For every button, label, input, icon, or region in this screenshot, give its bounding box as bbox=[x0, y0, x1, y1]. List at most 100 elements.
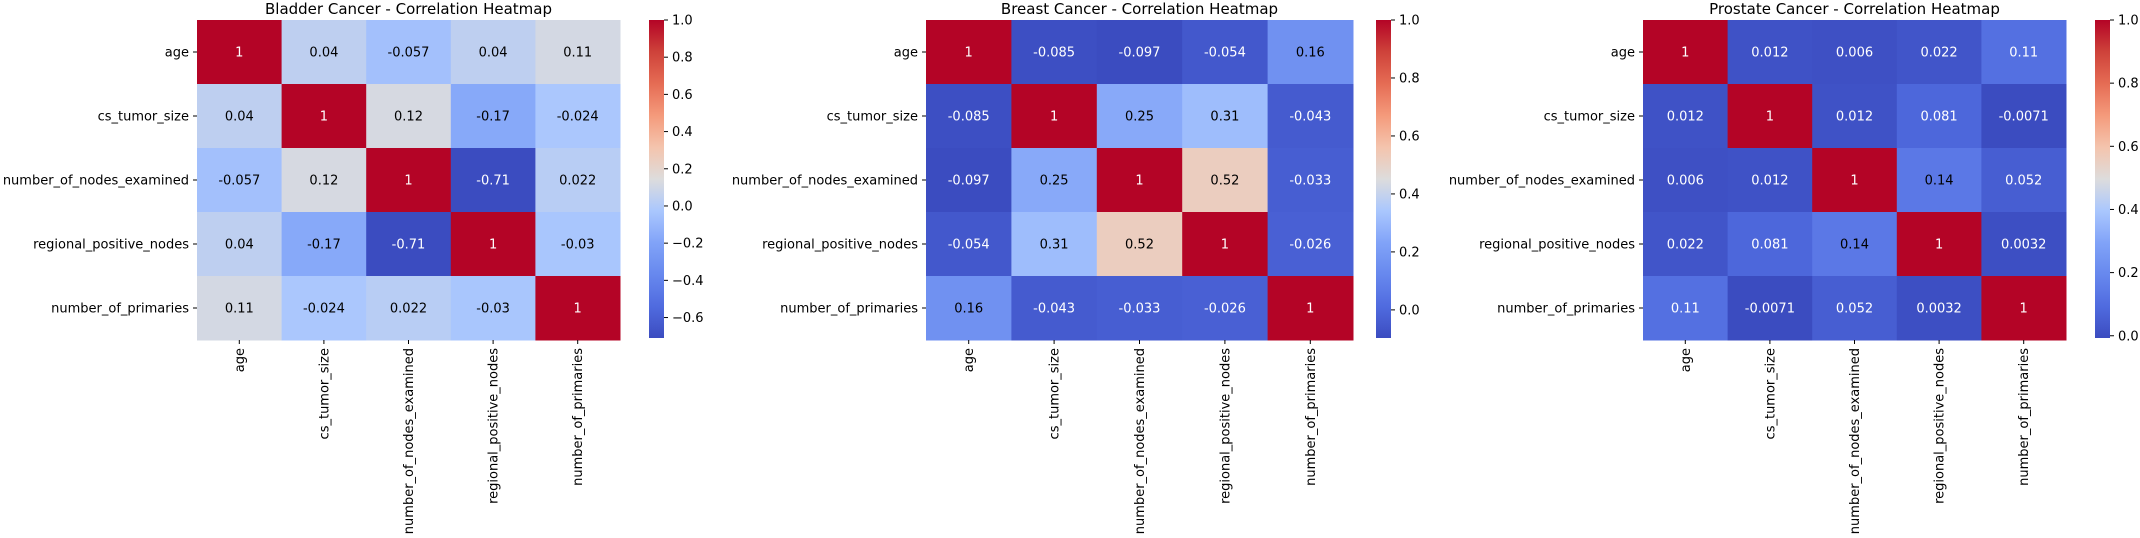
y-tick-label: regional_positive_nodes bbox=[1479, 238, 1635, 253]
heatmap-cell bbox=[450, 84, 536, 149]
colorbar-tick-label: 0.2 bbox=[2118, 266, 2139, 281]
cell-value-label: 1 bbox=[404, 174, 412, 189]
heatmap-cell bbox=[1812, 212, 1898, 277]
x-tick-label: regional_positive_nodes bbox=[487, 348, 502, 504]
heatmap-cell bbox=[1812, 84, 1898, 149]
cell-value-label: -0.026 bbox=[1204, 302, 1246, 317]
colorbar-tick-label: 1.0 bbox=[2118, 14, 2139, 29]
heatmap-cell bbox=[366, 20, 452, 85]
heatmap-cell bbox=[281, 20, 367, 85]
cell-value-label: 0.12 bbox=[309, 174, 338, 189]
cell-value-label: 0.022 bbox=[1920, 46, 1957, 61]
heatmap-cell bbox=[1981, 148, 2067, 213]
heatmap-cell bbox=[926, 148, 1012, 213]
y-tick-label: regional_positive_nodes bbox=[33, 238, 189, 253]
x-tick-label: age bbox=[962, 348, 977, 372]
cell-value-label: 1 bbox=[235, 46, 243, 61]
x-tick-label: cs_tumor_size bbox=[1048, 348, 1063, 439]
heatmap-cell bbox=[1727, 276, 1813, 341]
heatmap-cell bbox=[1727, 84, 1813, 149]
heatmap-cell bbox=[1812, 148, 1898, 213]
colorbar-tick-label: 0.0 bbox=[672, 199, 693, 214]
x-tick-label: number_of_nodes_examined bbox=[402, 348, 417, 534]
cell-value-label: 1 bbox=[489, 238, 497, 253]
cell-value-label: 0.081 bbox=[1751, 238, 1788, 253]
colorbar-tick-label: 0.6 bbox=[672, 88, 693, 103]
heatmap-cell bbox=[281, 276, 367, 341]
cell-value-label: 0.022 bbox=[559, 174, 596, 189]
y-tick-label: number_of_nodes_examined bbox=[732, 174, 918, 189]
cell-value-label: 0.11 bbox=[225, 302, 254, 317]
heatmap-cell bbox=[1727, 148, 1813, 213]
heatmap-cell bbox=[1267, 276, 1354, 341]
colorbar-tick-label: 0.0 bbox=[1399, 303, 1420, 318]
heatmap-cell bbox=[1896, 148, 1982, 213]
colorbar bbox=[649, 20, 664, 338]
cell-value-label: 0.006 bbox=[1667, 174, 1704, 189]
cell-value-label: 0.52 bbox=[1210, 174, 1239, 189]
heatmap-cell bbox=[1011, 212, 1098, 277]
heatmap-cell bbox=[1643, 84, 1729, 149]
cell-value-label: 0.012 bbox=[1751, 174, 1788, 189]
colorbar-tick-label: 0.4 bbox=[1399, 187, 1420, 202]
cell-value-label: 0.022 bbox=[1667, 238, 1704, 253]
cell-value-label: -0.03 bbox=[476, 302, 510, 317]
y-tick-label: cs_tumor_size bbox=[827, 110, 918, 125]
cell-value-label: 1 bbox=[2020, 302, 2028, 317]
heatmap-cell bbox=[1727, 20, 1813, 85]
cell-value-label: -0.71 bbox=[476, 174, 510, 189]
cell-value-label: -0.0071 bbox=[1999, 110, 2049, 125]
y-tick-label: cs_tumor_size bbox=[1544, 110, 1635, 125]
heatmap-cell bbox=[281, 84, 367, 149]
heatmap-cell bbox=[1896, 276, 1982, 341]
heatmap-cell bbox=[1182, 148, 1269, 213]
heatmap-cell bbox=[197, 84, 283, 149]
cell-value-label: -0.71 bbox=[392, 238, 426, 253]
heatmap-cell bbox=[1182, 276, 1269, 341]
heatmap-cell bbox=[535, 212, 621, 277]
cell-value-label: 0.25 bbox=[1125, 110, 1154, 125]
heatmap-cell bbox=[197, 148, 283, 213]
colorbar-tick-label: 1.0 bbox=[672, 14, 693, 29]
x-tick-label: age bbox=[233, 348, 248, 372]
heatmap-2: Prostate Cancer - Correlation Heatmap 1 0.… bbox=[1449, 0, 2139, 534]
chart-title: Bladder Cancer - Correlation Heatmap bbox=[265, 0, 552, 18]
y-tick-label: regional_positive_nodes bbox=[762, 238, 918, 253]
cell-value-label: 1 bbox=[1135, 174, 1143, 189]
x-tick-label: cs_tumor_size bbox=[317, 348, 332, 439]
cell-value-label: -0.085 bbox=[948, 110, 990, 125]
cell-value-label: 0.14 bbox=[1925, 174, 1954, 189]
heatmap-cell bbox=[1096, 212, 1183, 277]
colorbar-tick-label: 0.8 bbox=[2118, 77, 2139, 92]
x-tick-label: regional_positive_nodes bbox=[1218, 348, 1233, 504]
cell-value-label: -0.0071 bbox=[1745, 302, 1795, 317]
cell-value-label: -0.085 bbox=[1033, 46, 1075, 61]
heatmap-cell bbox=[1643, 276, 1729, 341]
cell-value-label: -0.097 bbox=[948, 174, 990, 189]
heatmap-cell bbox=[1812, 20, 1898, 85]
heatmap-cell bbox=[1182, 84, 1269, 149]
cell-value-label: -0.097 bbox=[1119, 46, 1161, 61]
y-tick-label: number_of_primaries bbox=[51, 302, 189, 317]
heatmap-cell bbox=[1981, 84, 2067, 149]
cell-value-label: 0.012 bbox=[1836, 110, 1873, 125]
cell-value-label: 0.012 bbox=[1751, 46, 1788, 61]
cell-value-label: -0.043 bbox=[1289, 110, 1331, 125]
y-tick-label: number_of_nodes_examined bbox=[1449, 174, 1635, 189]
cell-value-label: -0.026 bbox=[1289, 238, 1331, 253]
heatmap-cell bbox=[926, 20, 1012, 85]
cell-value-label: -0.033 bbox=[1289, 174, 1331, 189]
colorbar-tick-label: 0.4 bbox=[2118, 203, 2139, 218]
cell-value-label: 0.16 bbox=[954, 302, 983, 317]
colorbar-tick-label: 0.2 bbox=[672, 162, 693, 177]
cell-value-label: -0.17 bbox=[476, 110, 510, 125]
heatmap-cell bbox=[1182, 212, 1269, 277]
heatmap-cell bbox=[1896, 84, 1982, 149]
heatmap-cell bbox=[1643, 148, 1729, 213]
cell-value-label: 0.11 bbox=[563, 46, 592, 61]
cell-value-label: 1 bbox=[1306, 302, 1314, 317]
heatmap-cell bbox=[450, 20, 536, 85]
cell-value-label: 0.04 bbox=[479, 46, 508, 61]
heatmap-cell bbox=[1011, 84, 1098, 149]
